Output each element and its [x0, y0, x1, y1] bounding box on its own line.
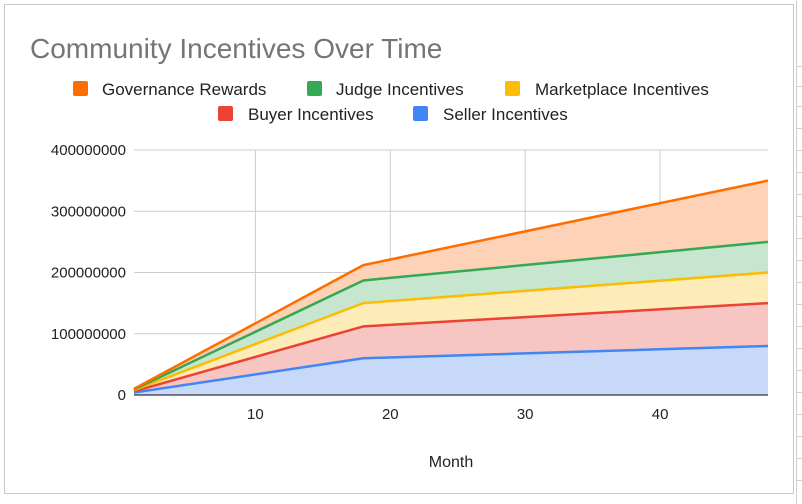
- legend-swatch-seller-incentives: [413, 106, 428, 121]
- sheet-gridline: [797, 86, 802, 87]
- sheet-gridline: [797, 392, 802, 393]
- legend-label-buyer-incentives: Buyer Incentives: [248, 105, 374, 124]
- y-tick-label: 300000000: [51, 203, 126, 220]
- sheet-edge: [796, 0, 802, 504]
- sheet-gridline: [797, 260, 802, 261]
- area-judge-incentives: [134, 241, 768, 391]
- sheet-gridline: [797, 436, 802, 437]
- sheet-gridline: [797, 128, 802, 129]
- x-tick-label: 20: [382, 406, 399, 423]
- sheet-gridline: [797, 150, 802, 151]
- sheet-gridline: [797, 172, 802, 173]
- area-seller-incentives: [134, 346, 768, 395]
- sheet-gridline: [797, 414, 802, 415]
- line-buyer-incentives: [133, 301, 769, 393]
- x-axis-title: Month: [429, 454, 473, 471]
- line-marketplace-incentives: [133, 271, 769, 392]
- line-judge-incentives: [133, 240, 769, 391]
- area-governance-rewards: [134, 180, 768, 390]
- area-series: [134, 180, 768, 395]
- sheet-gridline: [797, 304, 802, 305]
- x-tick-label: 10: [247, 406, 264, 423]
- legend-swatch-governance-rewards: [73, 81, 88, 96]
- area-buyer-incentives: [134, 303, 768, 393]
- y-tick-label: 100000000: [51, 326, 126, 343]
- axes: 0 100000000 200000000 300000000 400000000 10 2…: [51, 142, 768, 423]
- x-tick-label: 30: [517, 406, 534, 423]
- sheet-gridline: [797, 282, 802, 283]
- y-tick-label: 0: [118, 387, 126, 404]
- sheet-gridline: [797, 194, 802, 195]
- legend-label-seller-incentives: Seller Incentives: [443, 105, 568, 124]
- sheet-gridline: [797, 458, 802, 459]
- legend-swatch-marketplace-incentives: [505, 81, 520, 96]
- sheet-gridline: [797, 326, 802, 327]
- sheet-gridline: [797, 66, 802, 67]
- legend-label-marketplace-incentives: Marketplace Incentives: [535, 80, 709, 99]
- legend-swatch-judge-incentives: [307, 81, 322, 96]
- legend-label-governance-rewards: Governance Rewards: [102, 80, 266, 99]
- sheet-gridline: [797, 370, 802, 371]
- legend-label-judge-incentives: Judge Incentives: [336, 80, 464, 99]
- line-governance-rewards: [133, 179, 769, 390]
- sheet-gridline: [797, 348, 802, 349]
- sheet-gridline: [797, 238, 802, 239]
- sheet-gridline: [797, 216, 802, 217]
- sheet-gridline: [797, 106, 802, 107]
- area-marketplace-incentives: [134, 272, 768, 392]
- series-lines: [133, 179, 769, 394]
- x-tick-label: 40: [652, 406, 669, 423]
- y-tick-label: 200000000: [51, 265, 126, 282]
- y-tick-label: 400000000: [51, 142, 126, 159]
- legend: Governance Rewards Judge Incentives Mark…: [73, 80, 709, 124]
- legend-swatch-buyer-incentives: [218, 106, 233, 121]
- chart-title: Community Incentives Over Time: [30, 33, 442, 64]
- sheet-gridline: [797, 480, 802, 481]
- line-seller-incentives: [133, 344, 769, 394]
